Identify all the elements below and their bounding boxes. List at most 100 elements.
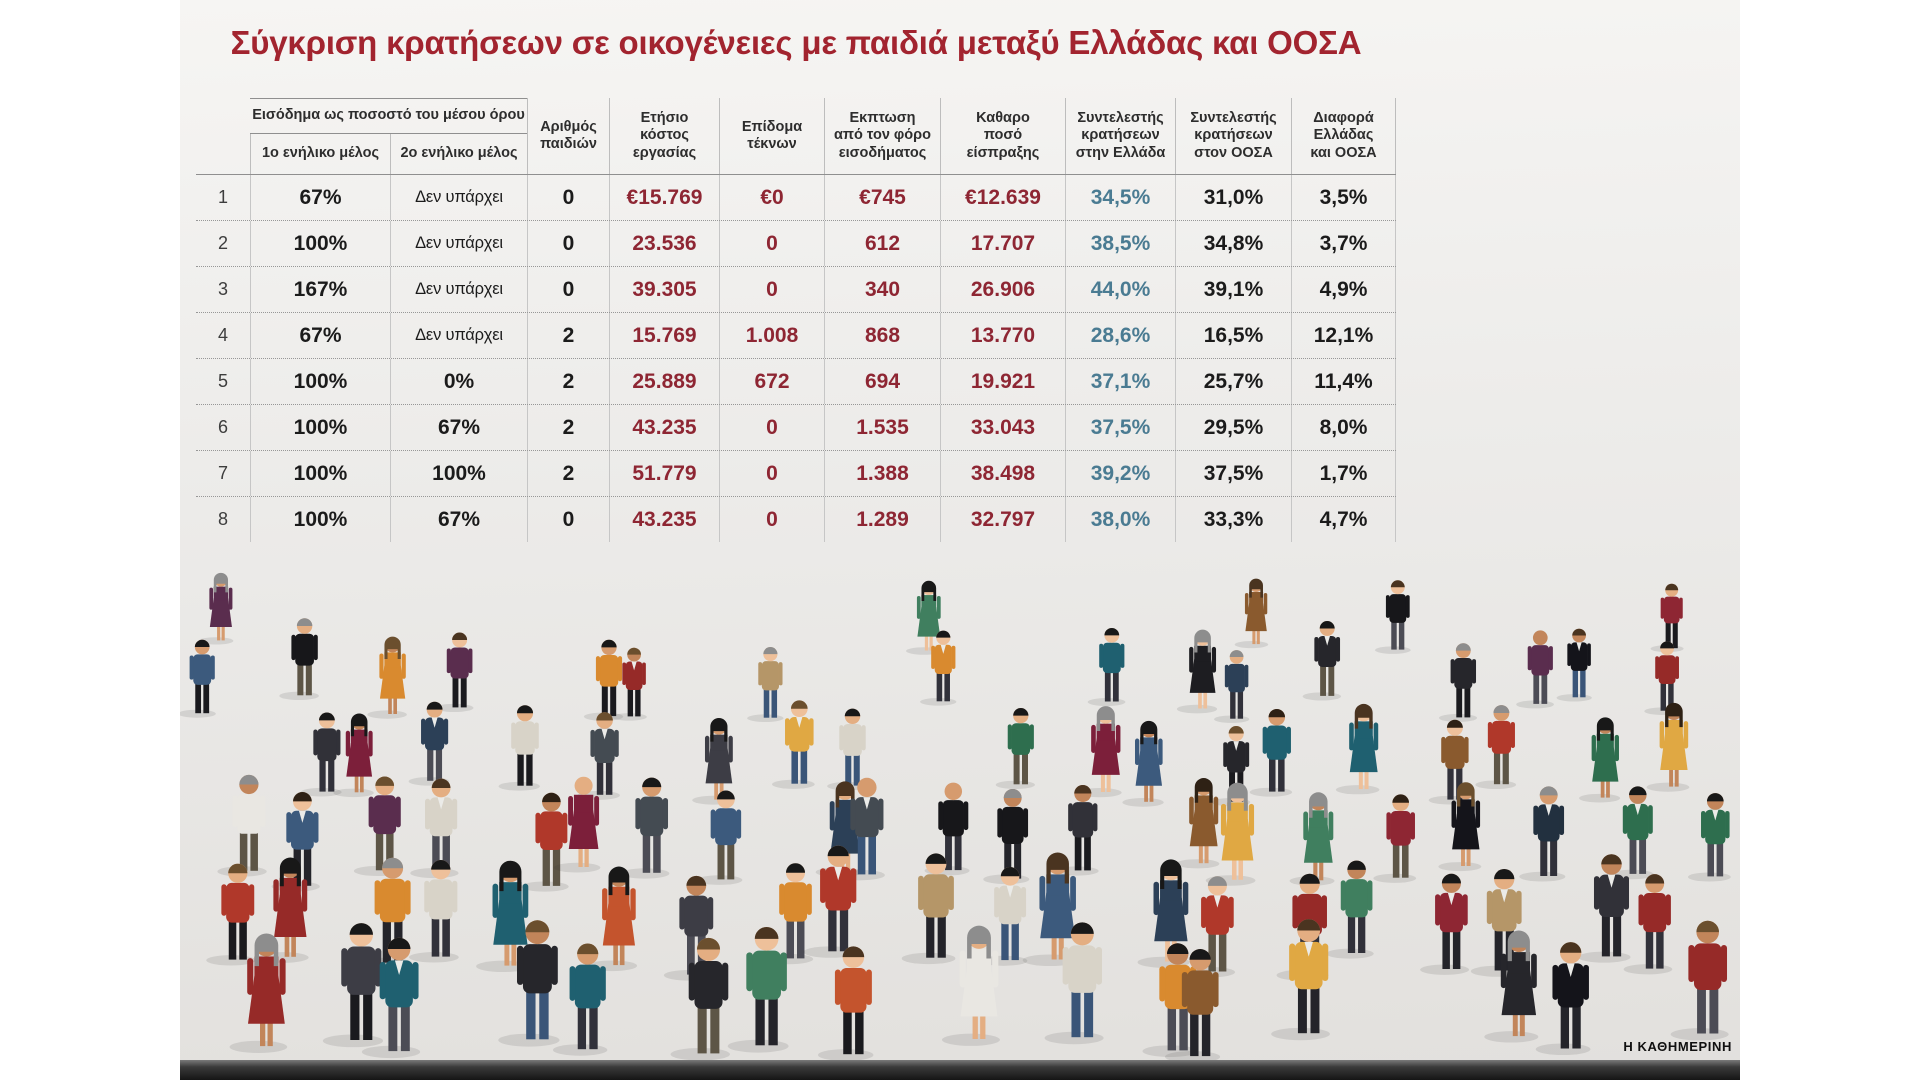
crowd-person (1623, 874, 1673, 975)
row-number: 7 (217, 463, 228, 483)
crowd-person (279, 618, 319, 701)
net-amount: 17.707 (940, 221, 1065, 266)
crowd-person (1022, 852, 1078, 967)
header-labor-cost: Ετήσιο κόστος εργασίας (609, 98, 719, 174)
crowd-person (217, 774, 267, 877)
crowd-person (827, 708, 867, 791)
header-children: Αριθμός παιδιών (527, 98, 609, 174)
crowd-person (408, 701, 450, 786)
crowd-person (1044, 922, 1104, 1045)
net-amount: 26.906 (940, 267, 1065, 312)
difference: 3,7% (1291, 221, 1396, 266)
row-number: 6 (217, 417, 228, 437)
greece-rate: 34,5% (1065, 175, 1175, 220)
net-amount: 19.921 (940, 359, 1065, 404)
crowd-person (1271, 919, 1330, 1041)
crowd-person (696, 790, 743, 885)
crowd-person (520, 792, 569, 892)
tax-discount: €745 (824, 175, 940, 220)
difference: 11,4% (1291, 359, 1396, 404)
crowd-person (1176, 629, 1218, 714)
greece-rate: 39,2% (1065, 451, 1175, 496)
oecd-rate: 16,5% (1175, 313, 1291, 358)
brand-kathimerini: Η ΚΑΘΗΜΕΡΙΝΗ (1623, 1039, 1732, 1054)
tax-discount: 868 (824, 313, 940, 358)
net-amount: 33.043 (940, 405, 1065, 450)
row-number: 2 (217, 233, 228, 253)
page-title: Σύγκριση κρατήσεων σε οικογένειες με παι… (230, 24, 1362, 61)
row-number: 3 (217, 279, 228, 299)
adult2-income: Δεν υπάρχει (390, 267, 527, 312)
children-count: 2 (527, 451, 609, 496)
children-count: 0 (527, 497, 609, 542)
crowd-person (1475, 705, 1517, 790)
tax-discount: 1.289 (824, 497, 940, 542)
adult1-income: 100% (250, 497, 390, 542)
table-header: Εισόδημα ως ποσοστό του μέσου όρου 1ο εν… (196, 98, 1396, 175)
crowd-person (1579, 717, 1621, 803)
labor-cost: 15.769 (609, 313, 719, 358)
crowd-person (476, 860, 530, 973)
adult2-income: Δεν υπάρχει (390, 175, 527, 220)
crowd-person (1535, 942, 1591, 1056)
labor-cost: 25.889 (609, 359, 719, 404)
labor-cost: 23.536 (609, 221, 719, 266)
difference: 1,7% (1291, 451, 1396, 496)
crowd-person (817, 946, 874, 1061)
adult2-income: 0% (390, 359, 527, 404)
table-row: 8 100% 67% 0 43.235 0 1.289 32.797 38,0%… (196, 497, 1396, 542)
adult1-income: 100% (250, 405, 390, 450)
crowd-person (920, 630, 957, 706)
crowd-person (1516, 630, 1554, 709)
crowd-person (1234, 578, 1269, 649)
crowd-person (1137, 859, 1190, 968)
header-child-benefit: Επίδομα τέκνων (719, 98, 824, 174)
crowd-person (1519, 786, 1566, 882)
row-number: 5 (217, 371, 228, 391)
table-body: 1 67% Δεν υπάρχει 0 €15.769 €0 €745 €12.… (196, 175, 1396, 542)
children-count: 0 (527, 221, 609, 266)
tax-discount: 340 (824, 267, 940, 312)
crowd-person (1644, 641, 1680, 715)
comparison-table: Εισόδημα ως ποσοστό του μέσου όρου 1ο εν… (196, 98, 1396, 542)
adult2-income: 67% (390, 497, 527, 542)
children-count: 0 (527, 267, 609, 312)
crowd-person (1373, 794, 1417, 883)
greece-rate: 28,6% (1065, 313, 1175, 358)
crowd-person (941, 925, 1000, 1046)
labor-cost: 51.779 (609, 451, 719, 496)
table-row: 3 167% Δεν υπάρχει 0 39.305 0 340 26.906… (196, 267, 1396, 313)
crowd-person (180, 639, 216, 718)
labor-cost: 39.305 (609, 267, 719, 312)
crowd-person (1175, 778, 1220, 869)
row-number: 8 (217, 509, 228, 529)
crowd-person (1428, 719, 1470, 805)
crowd-person (1484, 930, 1539, 1043)
child-benefit: 0 (719, 497, 824, 542)
infographic-panel: Σύγκριση κρατήσεων σε οικογένειες με παι… (180, 0, 1740, 1080)
oecd-rate: 39,1% (1175, 267, 1291, 312)
adult1-income: 67% (250, 175, 390, 220)
oecd-rate: 29,5% (1175, 405, 1291, 450)
crowd-person (1335, 703, 1380, 795)
header-adult2: 2ο ενήλικο μέλος (390, 134, 527, 174)
crowd-person (322, 923, 384, 1048)
greece-rate: 37,5% (1065, 405, 1175, 450)
crowd-person (1577, 854, 1631, 963)
tax-discount: 1.535 (824, 405, 940, 450)
crowd-person (353, 776, 403, 877)
labor-cost: 43.235 (609, 497, 719, 542)
adult2-income: 100% (390, 451, 527, 496)
child-benefit: 0 (719, 405, 824, 450)
crowd-person (271, 792, 320, 892)
header-empty (196, 98, 250, 174)
greece-rate: 37,1% (1065, 359, 1175, 404)
children-count: 0 (527, 175, 609, 220)
crowd-person (1650, 583, 1684, 653)
crowd-person (583, 639, 624, 721)
crowd-person (1438, 782, 1482, 872)
crowd-person (333, 713, 374, 798)
net-amount: 32.797 (940, 497, 1065, 542)
oecd-rate: 31,0% (1175, 175, 1291, 220)
net-amount: €12.639 (940, 175, 1065, 220)
